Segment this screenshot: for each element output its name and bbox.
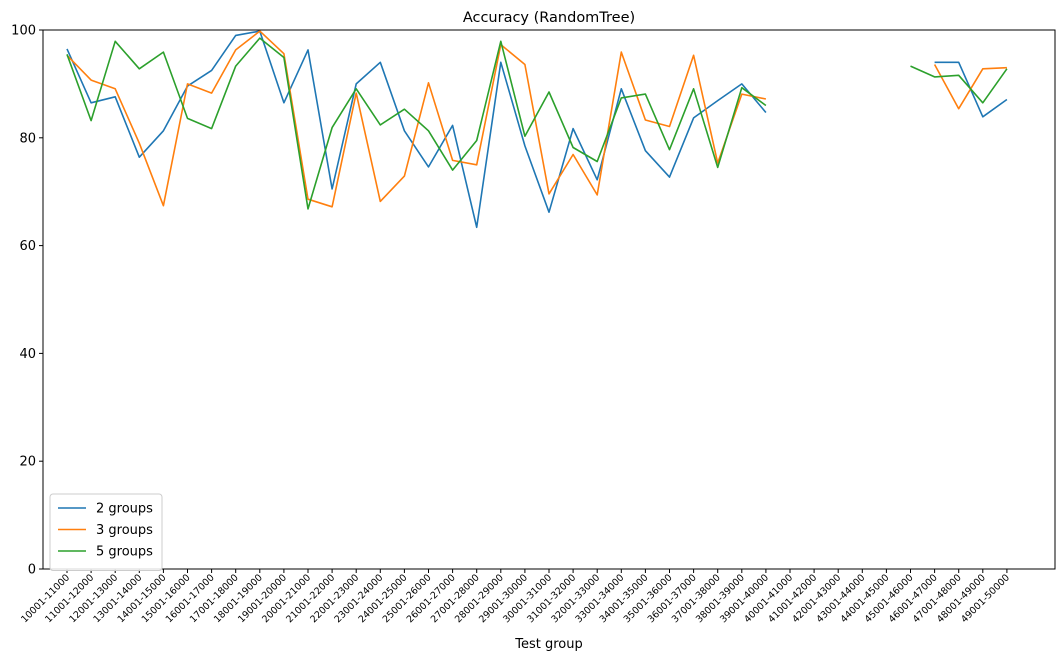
y-tick-label: 20: [19, 455, 36, 470]
series-line-3: [910, 65, 1008, 104]
series-line-2: [66, 30, 767, 208]
x-axis-label: Test group: [514, 637, 583, 652]
plot-lines: [66, 30, 1008, 229]
y-tick-label: 40: [19, 347, 36, 362]
y-tick-label: 0: [28, 563, 36, 578]
y-axis: 0 20 40 60 80 100: [11, 24, 43, 578]
y-tick-label: 100: [11, 24, 36, 39]
legend-entry: 3 groups: [96, 523, 153, 538]
y-tick-label: 60: [19, 239, 36, 254]
series-line-2: [933, 64, 1007, 110]
plot-frame: [42, 29, 1056, 570]
legend-entry: 5 groups: [96, 545, 153, 560]
series-line-1: [66, 30, 767, 229]
legend-entry: 2 groups: [96, 502, 153, 517]
y-tick-label: 80: [19, 131, 36, 146]
x-axis: 10001-1100011001-1200012001-1300013001-1…: [19, 569, 1012, 625]
legend: 2 groups 3 groups 5 groups: [49, 493, 163, 571]
chart-title: Accuracy (RandomTree): [463, 10, 635, 26]
series-line-3: [66, 37, 767, 210]
